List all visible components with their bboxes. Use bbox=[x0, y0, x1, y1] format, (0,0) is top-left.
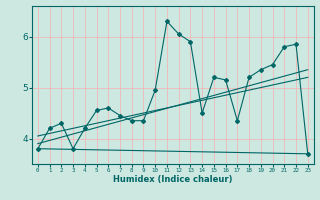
X-axis label: Humidex (Indice chaleur): Humidex (Indice chaleur) bbox=[113, 175, 233, 184]
